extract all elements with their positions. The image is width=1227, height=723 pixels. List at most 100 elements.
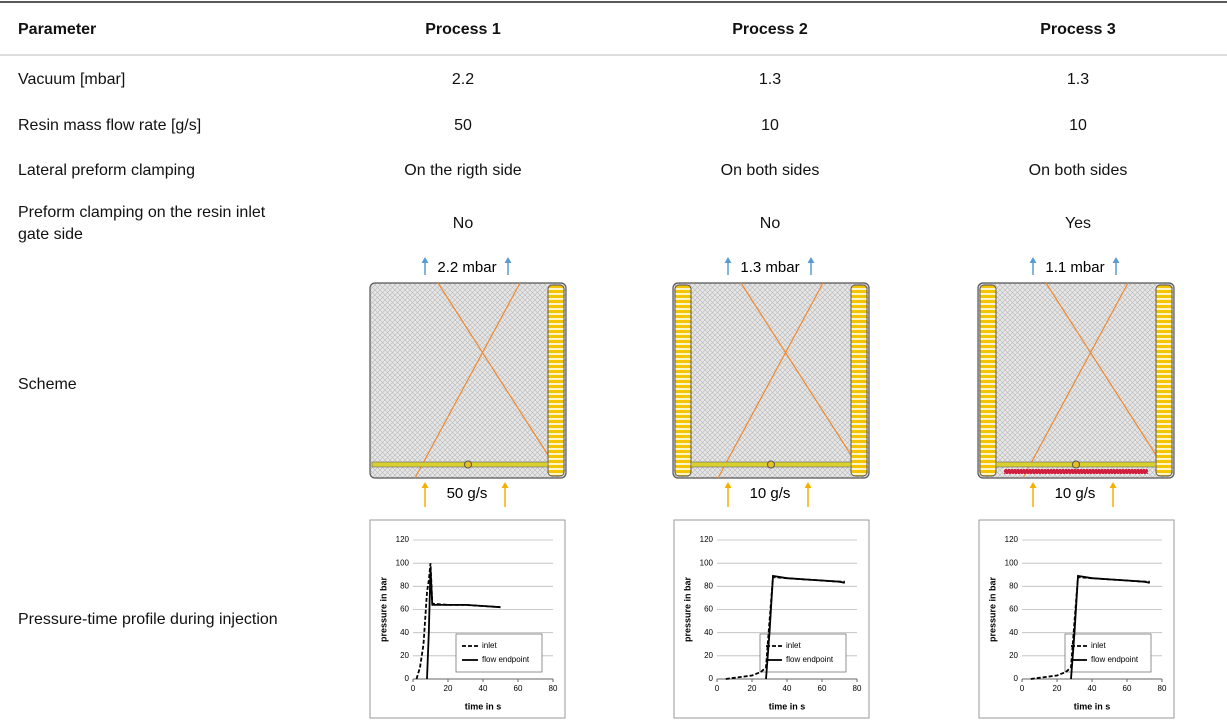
x-tick-label: 40: [783, 684, 792, 693]
cell-value: No: [630, 213, 910, 235]
arrow-head: [505, 257, 512, 263]
x-tick-label: 20: [444, 684, 453, 693]
arrow-head: [1110, 482, 1117, 488]
x-tick-label: 0: [715, 684, 720, 693]
arrow-head: [808, 257, 815, 263]
arrow-head: [725, 257, 732, 263]
y-axis-label: pressure in bar: [682, 576, 692, 642]
arrow-head: [422, 257, 429, 263]
y-tick-label: 20: [704, 651, 713, 660]
chart-frame: [979, 520, 1174, 718]
cell-value: On the rigth side: [323, 160, 603, 182]
y-tick-label: 100: [396, 558, 410, 567]
y-tick-label: 20: [1009, 651, 1018, 660]
clamp-bar: [980, 285, 996, 476]
x-tick-label: 60: [818, 684, 827, 693]
chart-frame: [674, 520, 869, 718]
header-cell: Process 2: [630, 19, 910, 41]
row-label: Lateral preform clamping: [18, 160, 288, 182]
legend-label: flow endpoint: [786, 655, 834, 664]
x-tick-label: 60: [514, 684, 523, 693]
vacuum-label: 1.3 mbar: [740, 259, 799, 276]
legend-label: inlet: [786, 641, 801, 650]
x-axis-label: time in s: [465, 701, 502, 711]
arrow-head: [1113, 257, 1120, 263]
y-tick-label: 20: [400, 651, 409, 660]
cell-value: 10: [938, 115, 1218, 137]
y-axis-label: pressure in bar: [987, 576, 997, 642]
x-tick-label: 20: [1053, 684, 1062, 693]
page: 2.2 mbar 50 g/s 1.3 mbar 10 g/s 1.1 mbar 10 g…: [0, 0, 1227, 723]
y-tick-label: 100: [700, 558, 714, 567]
x-tick-label: 20: [748, 684, 757, 693]
y-tick-label: 120: [396, 535, 410, 544]
inlet-point: [465, 461, 472, 468]
cell-value: Yes: [938, 213, 1218, 235]
legend-label: inlet: [1091, 641, 1106, 650]
x-tick-label: 40: [1088, 684, 1097, 693]
y-tick-label: 120: [700, 535, 714, 544]
y-tick-label: 80: [400, 581, 409, 590]
cell-value: On both sides: [938, 160, 1218, 182]
x-tick-label: 40: [479, 684, 488, 693]
header-cell: Parameter: [18, 19, 298, 41]
row-label: Resin mass flow rate [g/s]: [18, 115, 288, 137]
y-tick-label: 120: [1005, 535, 1019, 544]
arrow-head: [725, 482, 732, 488]
x-axis-label: time in s: [769, 701, 806, 711]
cell-value: 50: [323, 115, 603, 137]
legend-box: [1065, 634, 1151, 672]
y-tick-label: 40: [400, 628, 409, 637]
header-cell: Process 3: [938, 19, 1218, 41]
flow-label: 50 g/s: [447, 485, 488, 502]
flow-label: 10 g/s: [750, 485, 791, 502]
y-tick-label: 80: [704, 581, 713, 590]
y-tick-label: 0: [405, 674, 410, 683]
cell-value: 2.2: [323, 69, 603, 91]
cell-value: 1.3: [630, 69, 910, 91]
arrow-head: [422, 482, 429, 488]
gate-clamp: [1004, 469, 1148, 474]
clamp-bar: [548, 285, 564, 476]
row-label: Preform clamping on the resin inlet gate…: [18, 202, 288, 246]
y-tick-label: 60: [1009, 605, 1018, 614]
y-tick-label: 40: [704, 628, 713, 637]
y-tick-label: 60: [704, 605, 713, 614]
arrow-head: [502, 482, 509, 488]
row-label: Scheme: [18, 374, 288, 396]
arrow-head: [1030, 257, 1037, 263]
clamp-bar: [1156, 285, 1172, 476]
legend-label: inlet: [482, 641, 497, 650]
y-tick-label: 80: [1009, 581, 1018, 590]
chart-frame: [370, 520, 565, 718]
y-axis-label: pressure in bar: [378, 576, 388, 642]
x-tick-label: 0: [411, 684, 416, 693]
vacuum-label: 1.1 mbar: [1045, 259, 1104, 276]
cell-value: No: [323, 213, 603, 235]
x-axis-label: time in s: [1074, 701, 1111, 711]
y-tick-label: 40: [1009, 628, 1018, 637]
cell-value: 10: [630, 115, 910, 137]
arrow-head: [805, 482, 812, 488]
x-tick-label: 60: [1123, 684, 1132, 693]
y-tick-label: 60: [400, 605, 409, 614]
row-label: Vacuum [mbar]: [18, 69, 288, 91]
header-cell: Process 1: [323, 19, 603, 41]
row-label: Pressure-time profile during injection: [18, 609, 288, 631]
legend-box: [760, 634, 846, 672]
clamp-bar: [675, 285, 691, 476]
flow-label: 10 g/s: [1055, 485, 1096, 502]
vacuum-label: 2.2 mbar: [437, 259, 496, 276]
x-tick-label: 80: [853, 684, 862, 693]
inlet-gate: [372, 462, 548, 467]
clamp-bar: [851, 285, 867, 476]
legend-box: [456, 634, 542, 672]
x-tick-label: 80: [549, 684, 558, 693]
x-tick-label: 0: [1020, 684, 1025, 693]
y-tick-label: 0: [709, 674, 714, 683]
x-tick-label: 80: [1158, 684, 1167, 693]
y-tick-label: 100: [1005, 558, 1019, 567]
inlet-point: [768, 461, 775, 468]
y-tick-label: 0: [1014, 674, 1019, 683]
arrow-head: [1030, 482, 1037, 488]
